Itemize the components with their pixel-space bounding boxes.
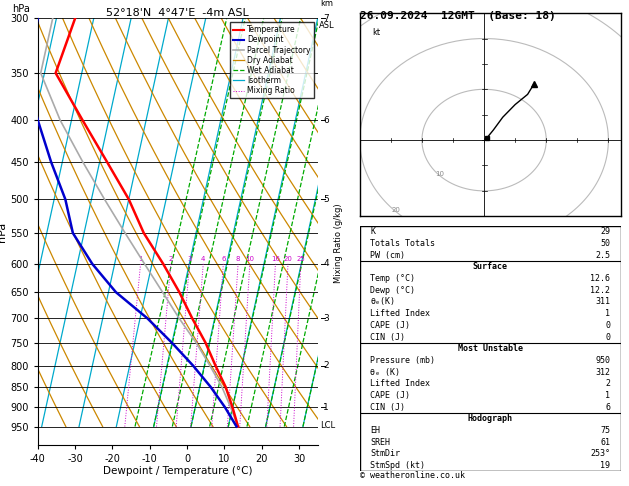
Text: K: K — [370, 227, 376, 236]
Text: 10: 10 — [435, 171, 445, 177]
Text: PW (cm): PW (cm) — [370, 251, 405, 260]
Text: Hodograph: Hodograph — [468, 415, 513, 423]
Text: CAPE (J): CAPE (J) — [370, 391, 410, 400]
Text: 4: 4 — [201, 256, 206, 262]
Text: θₑ(K): θₑ(K) — [370, 297, 395, 307]
Text: EH: EH — [370, 426, 380, 435]
Text: Totals Totals: Totals Totals — [370, 239, 435, 248]
Legend: Temperature, Dewpoint, Parcel Trajectory, Dry Adiabat, Wet Adiabat, Isotherm, Mi: Temperature, Dewpoint, Parcel Trajectory… — [230, 22, 314, 98]
Text: 61: 61 — [601, 438, 610, 447]
Text: StmDir: StmDir — [370, 450, 400, 458]
Text: 4: 4 — [323, 260, 329, 268]
Text: Surface: Surface — [473, 262, 508, 271]
Text: CIN (J): CIN (J) — [370, 402, 405, 412]
Text: 5: 5 — [323, 195, 329, 204]
Text: LCL: LCL — [320, 421, 335, 430]
Text: ASL: ASL — [318, 20, 334, 30]
Text: 16: 16 — [271, 256, 280, 262]
Text: hPa: hPa — [13, 4, 30, 14]
Text: Mixing Ratio (g/kg): Mixing Ratio (g/kg) — [334, 203, 343, 283]
Text: 2: 2 — [169, 256, 173, 262]
Text: © weatheronline.co.uk: © weatheronline.co.uk — [360, 471, 465, 480]
Text: 12.6: 12.6 — [591, 274, 610, 283]
Text: 20: 20 — [391, 207, 400, 213]
Text: SREH: SREH — [370, 438, 390, 447]
Text: 6: 6 — [605, 402, 610, 412]
Text: Pressure (mb): Pressure (mb) — [370, 356, 435, 365]
Title: 52°18'N  4°47'E  -4m ASL: 52°18'N 4°47'E -4m ASL — [106, 8, 249, 17]
Text: 1: 1 — [605, 391, 610, 400]
Text: 75: 75 — [601, 426, 610, 435]
Text: Lifted Index: Lifted Index — [370, 309, 430, 318]
Text: 253°: 253° — [591, 450, 610, 458]
Text: 1: 1 — [605, 309, 610, 318]
Text: 3: 3 — [187, 256, 192, 262]
Text: kt: kt — [372, 28, 381, 37]
Text: 3: 3 — [323, 314, 329, 323]
Text: 20: 20 — [284, 256, 292, 262]
Text: θₑ (K): θₑ (K) — [370, 367, 400, 377]
Text: Temp (°C): Temp (°C) — [370, 274, 415, 283]
Text: 311: 311 — [596, 297, 610, 307]
Text: StmSpd (kt): StmSpd (kt) — [370, 461, 425, 470]
Text: 6: 6 — [323, 116, 329, 125]
Text: 7: 7 — [323, 14, 329, 23]
Text: Lifted Index: Lifted Index — [370, 379, 430, 388]
Text: 1: 1 — [323, 403, 329, 412]
Text: 19: 19 — [601, 461, 610, 470]
Text: 6: 6 — [221, 256, 226, 262]
Text: 2: 2 — [323, 361, 329, 370]
Text: km: km — [320, 0, 333, 8]
Text: 29: 29 — [601, 227, 610, 236]
Text: Most Unstable: Most Unstable — [458, 344, 523, 353]
Text: 2: 2 — [605, 379, 610, 388]
Text: 950: 950 — [596, 356, 610, 365]
Text: 0: 0 — [605, 332, 610, 342]
Text: 2.5: 2.5 — [596, 251, 610, 260]
Y-axis label: hPa: hPa — [0, 222, 8, 242]
Text: 50: 50 — [601, 239, 610, 248]
Text: 10: 10 — [245, 256, 254, 262]
Text: CIN (J): CIN (J) — [370, 332, 405, 342]
Text: 26.09.2024  12GMT  (Base: 18): 26.09.2024 12GMT (Base: 18) — [360, 11, 555, 21]
X-axis label: Dewpoint / Temperature (°C): Dewpoint / Temperature (°C) — [103, 467, 252, 476]
Text: 25: 25 — [296, 256, 305, 262]
Text: Dewp (°C): Dewp (°C) — [370, 286, 415, 295]
Text: 1: 1 — [138, 256, 143, 262]
Text: 12.2: 12.2 — [591, 286, 610, 295]
Text: 312: 312 — [596, 367, 610, 377]
Text: 0: 0 — [605, 321, 610, 330]
Text: 8: 8 — [236, 256, 240, 262]
Text: CAPE (J): CAPE (J) — [370, 321, 410, 330]
